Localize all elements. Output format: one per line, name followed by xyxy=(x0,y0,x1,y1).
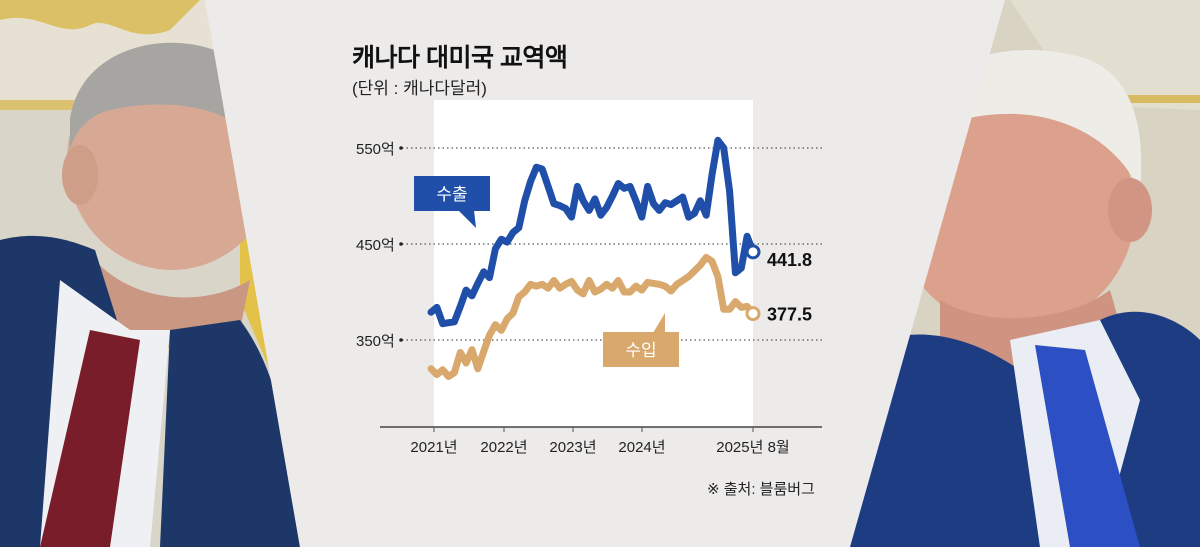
chart-unit: (단위 : 캐나다달러) xyxy=(352,79,487,98)
import-legend-label: 수입 xyxy=(625,341,656,360)
x-tick-2022: 2022년 xyxy=(480,439,527,456)
x-tick-2021: 2021년 xyxy=(410,439,457,456)
y-tick-550: 550억 xyxy=(356,141,395,158)
x-tick-2024: 2024년 xyxy=(618,439,665,456)
import-legend-callout: 수입 xyxy=(603,313,679,367)
chart-source: ※ 출처: 블룸버그 xyxy=(707,481,815,498)
export-end-marker xyxy=(745,244,761,260)
import-line xyxy=(427,253,757,380)
import-end-value: 377.5 xyxy=(767,305,812,325)
y-tick-450: 450억 xyxy=(356,237,395,254)
y-tick-350: 350억 xyxy=(356,333,395,350)
chart-title: 캐나다 대미국 교역액 xyxy=(352,44,568,72)
x-tick-2025-aug: 2025년 8월 xyxy=(716,439,789,456)
x-tick-2023: 2023년 xyxy=(549,439,596,456)
export-end-value: 441.8 xyxy=(767,250,812,270)
export-line xyxy=(427,136,757,328)
import-end-marker xyxy=(745,306,761,322)
export-legend-label: 수출 xyxy=(436,185,467,204)
export-legend-callout: 수출 xyxy=(414,176,490,228)
